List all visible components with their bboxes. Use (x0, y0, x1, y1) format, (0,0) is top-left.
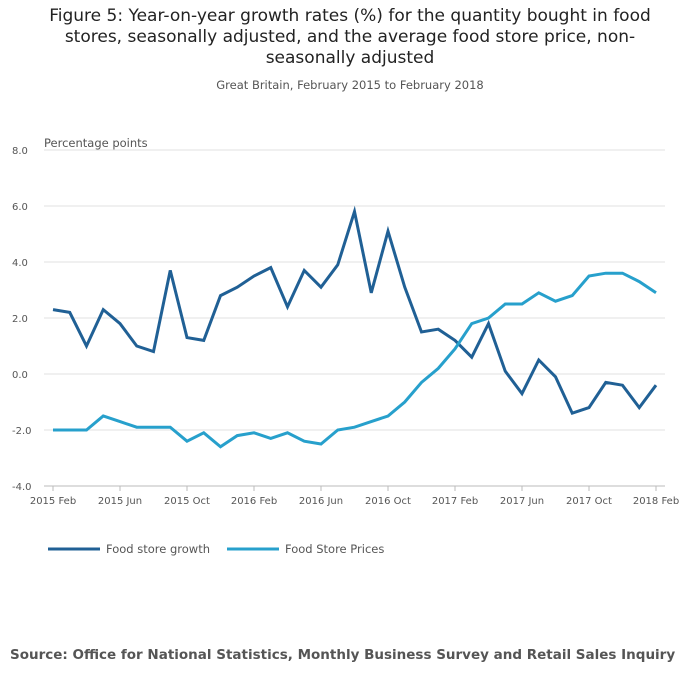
x-tick-label: 2017 Feb (432, 496, 478, 507)
series-line-food-store-growth (52, 205, 658, 416)
x-tick-label: 2016 Feb (231, 496, 277, 507)
y-axis-label: Percentage points (44, 136, 148, 150)
y-tick-label: -4.0 (12, 482, 32, 493)
y-tick-label: 0.0 (12, 370, 28, 381)
x-tick-label: 2017 Jun (500, 496, 544, 507)
y-tick-label: 4.0 (12, 258, 28, 269)
title-line: stores, seasonally adjusted, and the ave… (64, 27, 636, 47)
legend-label: Food store growth (106, 542, 210, 556)
x-tick-label: 2016 Jun (299, 496, 343, 507)
chart-title: Figure 5: Year-on-year growth rates (%) … (0, 6, 700, 69)
x-tick-label: 2016 Oct (365, 496, 411, 507)
x-tick-label: 2018 Feb (633, 496, 679, 507)
title-line: seasonally adjusted (265, 48, 435, 68)
y-tick-label: 2.0 (12, 314, 28, 325)
x-tick-label: 2015 Jun (98, 496, 142, 507)
title-line: Figure 5: Year-on-year growth rates (%) … (49, 6, 651, 26)
source-note: Source: Office for National Statistics, … (10, 647, 676, 663)
x-tick-label: 2015 Feb (30, 496, 76, 507)
legend-label: Food Store Prices (285, 542, 384, 556)
y-tick-label: 8.0 (12, 146, 28, 157)
series-line-food-store-prices (53, 271, 657, 449)
x-tick-label: 2015 Oct (164, 496, 210, 507)
chart-subtitle: Great Britain, February 2015 to February… (216, 78, 484, 92)
x-tick-label: 2017 Oct (566, 496, 612, 507)
y-tick-label: -2.0 (12, 426, 32, 437)
y-tick-label: 6.0 (12, 202, 28, 213)
